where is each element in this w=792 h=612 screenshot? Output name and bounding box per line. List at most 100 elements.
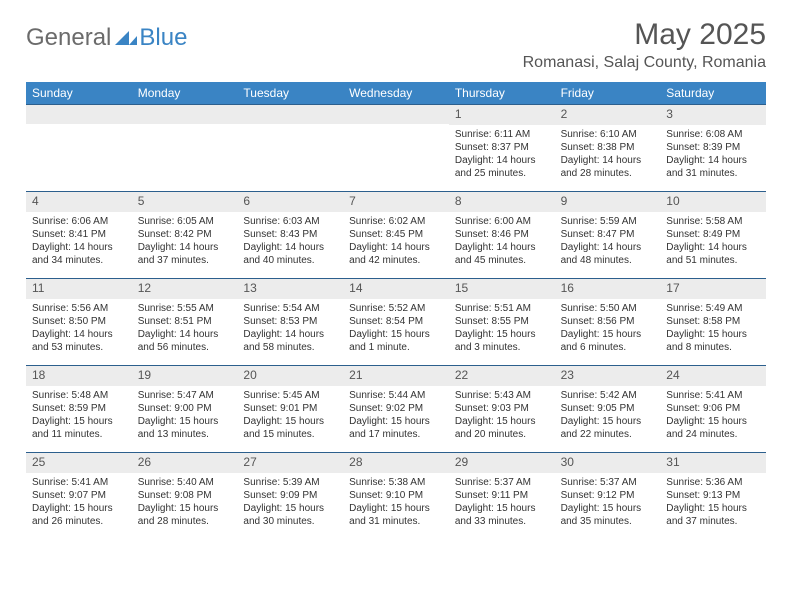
daylight-line: Daylight: 14 hours and 42 minutes. — [349, 241, 443, 267]
sunrise-line: Sunrise: 5:37 AM — [561, 476, 655, 489]
day-body: Sunrise: 6:06 AMSunset: 8:41 PMDaylight:… — [26, 212, 132, 271]
weekday-header: Tuesday — [237, 82, 343, 104]
daylight-line: Daylight: 15 hours and 6 minutes. — [561, 328, 655, 354]
day-cell: 5Sunrise: 6:05 AMSunset: 8:42 PMDaylight… — [132, 192, 238, 278]
day-body: Sunrise: 5:40 AMSunset: 9:08 PMDaylight:… — [132, 473, 238, 532]
day-cell: 20Sunrise: 5:45 AMSunset: 9:01 PMDayligh… — [237, 366, 343, 452]
daylight-line: Daylight: 14 hours and 31 minutes. — [666, 154, 760, 180]
day-body: Sunrise: 5:45 AMSunset: 9:01 PMDaylight:… — [237, 386, 343, 445]
sunrise-line: Sunrise: 5:45 AM — [243, 389, 337, 402]
logo-triangle-icon — [115, 29, 137, 45]
daylight-line: Daylight: 14 hours and 51 minutes. — [666, 241, 760, 267]
week-row: 18Sunrise: 5:48 AMSunset: 8:59 PMDayligh… — [26, 365, 766, 452]
day-body: Sunrise: 5:44 AMSunset: 9:02 PMDaylight:… — [343, 386, 449, 445]
day-cell: 10Sunrise: 5:58 AMSunset: 8:49 PMDayligh… — [660, 192, 766, 278]
day-body: Sunrise: 6:10 AMSunset: 8:38 PMDaylight:… — [555, 125, 661, 184]
sunset-line: Sunset: 8:37 PM — [455, 141, 549, 154]
day-number: 11 — [26, 279, 132, 299]
day-body: Sunrise: 5:56 AMSunset: 8:50 PMDaylight:… — [26, 299, 132, 358]
daylight-line: Daylight: 14 hours and 28 minutes. — [561, 154, 655, 180]
sunset-line: Sunset: 8:38 PM — [561, 141, 655, 154]
day-body: Sunrise: 5:51 AMSunset: 8:55 PMDaylight:… — [449, 299, 555, 358]
day-cell: 19Sunrise: 5:47 AMSunset: 9:00 PMDayligh… — [132, 366, 238, 452]
calendar: SundayMondayTuesdayWednesdayThursdayFrid… — [26, 82, 766, 539]
day-cell: 8Sunrise: 6:00 AMSunset: 8:46 PMDaylight… — [449, 192, 555, 278]
day-cell: 18Sunrise: 5:48 AMSunset: 8:59 PMDayligh… — [26, 366, 132, 452]
day-number: 26 — [132, 453, 238, 473]
sunrise-line: Sunrise: 6:02 AM — [349, 215, 443, 228]
daylight-line: Daylight: 14 hours and 34 minutes. — [32, 241, 126, 267]
day-cell: 14Sunrise: 5:52 AMSunset: 8:54 PMDayligh… — [343, 279, 449, 365]
sunset-line: Sunset: 8:50 PM — [32, 315, 126, 328]
week-row: 25Sunrise: 5:41 AMSunset: 9:07 PMDayligh… — [26, 452, 766, 539]
empty-day-header — [343, 105, 449, 124]
sunrise-line: Sunrise: 5:39 AM — [243, 476, 337, 489]
day-body: Sunrise: 6:08 AMSunset: 8:39 PMDaylight:… — [660, 125, 766, 184]
day-cell: 24Sunrise: 5:41 AMSunset: 9:06 PMDayligh… — [660, 366, 766, 452]
sunset-line: Sunset: 9:05 PM — [561, 402, 655, 415]
day-number: 23 — [555, 366, 661, 386]
day-number: 22 — [449, 366, 555, 386]
daylight-line: Daylight: 15 hours and 31 minutes. — [349, 502, 443, 528]
weekday-header: Wednesday — [343, 82, 449, 104]
daylight-line: Daylight: 15 hours and 8 minutes. — [666, 328, 760, 354]
day-cell: 15Sunrise: 5:51 AMSunset: 8:55 PMDayligh… — [449, 279, 555, 365]
day-number: 1 — [449, 105, 555, 125]
day-cell: 31Sunrise: 5:36 AMSunset: 9:13 PMDayligh… — [660, 453, 766, 539]
day-number: 29 — [449, 453, 555, 473]
sunset-line: Sunset: 9:01 PM — [243, 402, 337, 415]
day-number: 3 — [660, 105, 766, 125]
day-number: 20 — [237, 366, 343, 386]
day-cell: 30Sunrise: 5:37 AMSunset: 9:12 PMDayligh… — [555, 453, 661, 539]
day-body: Sunrise: 6:02 AMSunset: 8:45 PMDaylight:… — [343, 212, 449, 271]
day-number: 15 — [449, 279, 555, 299]
day-cell — [26, 105, 132, 191]
day-number: 7 — [343, 192, 449, 212]
sunrise-line: Sunrise: 5:42 AM — [561, 389, 655, 402]
day-body: Sunrise: 5:38 AMSunset: 9:10 PMDaylight:… — [343, 473, 449, 532]
day-cell: 9Sunrise: 5:59 AMSunset: 8:47 PMDaylight… — [555, 192, 661, 278]
day-body: Sunrise: 5:39 AMSunset: 9:09 PMDaylight:… — [237, 473, 343, 532]
daylight-line: Daylight: 15 hours and 11 minutes. — [32, 415, 126, 441]
empty-day-header — [237, 105, 343, 124]
daylight-line: Daylight: 15 hours and 28 minutes. — [138, 502, 232, 528]
day-number: 9 — [555, 192, 661, 212]
daylight-line: Daylight: 14 hours and 58 minutes. — [243, 328, 337, 354]
sunset-line: Sunset: 9:09 PM — [243, 489, 337, 502]
day-number: 4 — [26, 192, 132, 212]
sunset-line: Sunset: 9:13 PM — [666, 489, 760, 502]
sunset-line: Sunset: 8:54 PM — [349, 315, 443, 328]
sunset-line: Sunset: 8:46 PM — [455, 228, 549, 241]
sunrise-line: Sunrise: 5:59 AM — [561, 215, 655, 228]
day-cell: 22Sunrise: 5:43 AMSunset: 9:03 PMDayligh… — [449, 366, 555, 452]
sunset-line: Sunset: 8:56 PM — [561, 315, 655, 328]
sunrise-line: Sunrise: 5:41 AM — [32, 476, 126, 489]
week-row: 4Sunrise: 6:06 AMSunset: 8:41 PMDaylight… — [26, 191, 766, 278]
sunset-line: Sunset: 8:53 PM — [243, 315, 337, 328]
day-body: Sunrise: 5:41 AMSunset: 9:07 PMDaylight:… — [26, 473, 132, 532]
daylight-line: Daylight: 14 hours and 48 minutes. — [561, 241, 655, 267]
sunset-line: Sunset: 8:59 PM — [32, 402, 126, 415]
day-cell: 7Sunrise: 6:02 AMSunset: 8:45 PMDaylight… — [343, 192, 449, 278]
day-body: Sunrise: 5:37 AMSunset: 9:12 PMDaylight:… — [555, 473, 661, 532]
day-cell: 25Sunrise: 5:41 AMSunset: 9:07 PMDayligh… — [26, 453, 132, 539]
day-cell: 16Sunrise: 5:50 AMSunset: 8:56 PMDayligh… — [555, 279, 661, 365]
day-cell: 21Sunrise: 5:44 AMSunset: 9:02 PMDayligh… — [343, 366, 449, 452]
empty-day-header — [26, 105, 132, 124]
sunset-line: Sunset: 8:51 PM — [138, 315, 232, 328]
day-number: 18 — [26, 366, 132, 386]
sunset-line: Sunset: 8:39 PM — [666, 141, 760, 154]
daylight-line: Daylight: 14 hours and 40 minutes. — [243, 241, 337, 267]
sunrise-line: Sunrise: 6:00 AM — [455, 215, 549, 228]
day-cell: 6Sunrise: 6:03 AMSunset: 8:43 PMDaylight… — [237, 192, 343, 278]
sunrise-line: Sunrise: 5:50 AM — [561, 302, 655, 315]
sunset-line: Sunset: 9:11 PM — [455, 489, 549, 502]
daylight-line: Daylight: 15 hours and 3 minutes. — [455, 328, 549, 354]
weekday-header: Monday — [132, 82, 238, 104]
daylight-line: Daylight: 15 hours and 15 minutes. — [243, 415, 337, 441]
logo-text-blue: Blue — [139, 24, 187, 52]
empty-day-header — [132, 105, 238, 124]
day-cell: 4Sunrise: 6:06 AMSunset: 8:41 PMDaylight… — [26, 192, 132, 278]
sunrise-line: Sunrise: 5:40 AM — [138, 476, 232, 489]
daylight-line: Daylight: 15 hours and 22 minutes. — [561, 415, 655, 441]
